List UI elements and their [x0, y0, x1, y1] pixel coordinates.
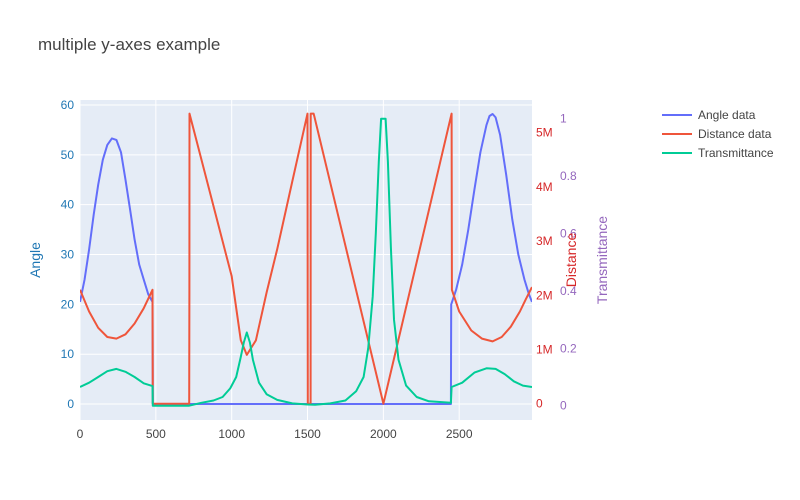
- y3-tick-label: 0.4: [560, 284, 577, 298]
- y2-tick-label: 0: [536, 397, 543, 411]
- angle-axis-ticks: 0 10 20 30 40 50 60: [61, 98, 75, 411]
- y-tick-label: 60: [61, 98, 75, 112]
- angle-axis-title: Angle: [27, 242, 43, 278]
- y2-tick-label: 1M: [536, 342, 553, 356]
- x-tick-label: 500: [146, 427, 166, 441]
- legend: Angle data Distance data Transmittance: [662, 108, 774, 160]
- transmittance-axis-title: Transmittance: [594, 216, 610, 304]
- distance-axis-ticks: 0 1M 2M 3M 4M 5M: [536, 126, 553, 411]
- y3-tick-label: 1: [560, 112, 567, 126]
- y3-tick-label: 0.6: [560, 226, 577, 240]
- legend-label: Transmittance: [698, 146, 774, 160]
- legend-item-transmittance[interactable]: Transmittance: [662, 146, 774, 160]
- y-tick-label: 40: [61, 198, 75, 212]
- y-tick-label: 50: [61, 148, 75, 162]
- x-axis-ticks: 0 500 1000 1500 2000 2500: [77, 427, 473, 441]
- y-tick-label: 10: [61, 347, 75, 361]
- x-tick-label: 1500: [294, 427, 321, 441]
- y-tick-label: 20: [61, 297, 75, 311]
- legend-item-angle[interactable]: Angle data: [662, 108, 756, 122]
- y2-tick-label: 5M: [536, 126, 553, 140]
- distance-axis-title: Distance: [563, 233, 579, 288]
- legend-label: Angle data: [698, 108, 756, 122]
- x-tick-label: 2500: [446, 427, 473, 441]
- y3-tick-label: 0: [560, 399, 567, 413]
- transmittance-axis-ticks: 0 0.2 0.4 0.6 0.8 1: [560, 112, 577, 413]
- chart-title: multiple y-axes example: [38, 35, 220, 54]
- y3-tick-label: 0.2: [560, 341, 577, 355]
- x-tick-label: 0: [77, 427, 84, 441]
- x-tick-label: 2000: [370, 427, 397, 441]
- y-tick-label: 0: [67, 397, 74, 411]
- y2-tick-label: 2M: [536, 288, 553, 302]
- legend-label: Distance data: [698, 127, 772, 141]
- legend-item-distance[interactable]: Distance data: [662, 127, 772, 141]
- x-tick-label: 1000: [218, 427, 245, 441]
- y-tick-label: 30: [61, 248, 75, 262]
- y3-tick-label: 0.8: [560, 169, 577, 183]
- series-line-transmittance[interactable]: [80, 117, 532, 407]
- series-layer: [80, 112, 532, 407]
- plot-area[interactable]: [80, 100, 532, 420]
- y2-tick-label: 4M: [536, 180, 553, 194]
- y2-tick-label: 3M: [536, 234, 553, 248]
- series-line-distance-data[interactable]: [80, 112, 532, 405]
